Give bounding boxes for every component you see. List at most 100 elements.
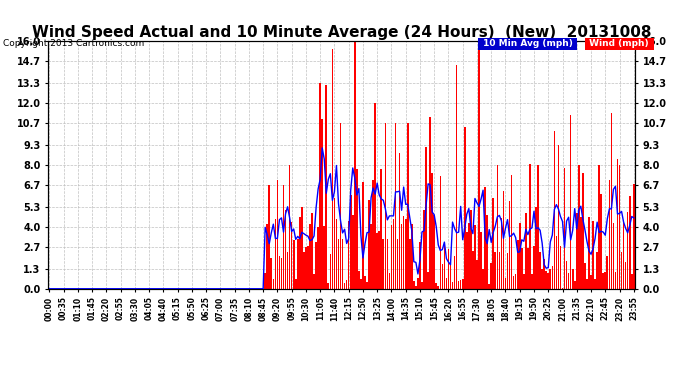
Bar <box>521 248 522 289</box>
Bar <box>586 279 588 289</box>
Bar <box>502 191 504 289</box>
Bar <box>509 201 511 289</box>
Bar <box>462 279 464 289</box>
Bar <box>588 217 590 289</box>
Bar <box>268 185 270 289</box>
Bar <box>297 239 299 289</box>
Bar <box>281 258 282 289</box>
Bar <box>570 115 571 289</box>
Bar <box>476 260 477 289</box>
Bar <box>423 210 425 289</box>
Bar <box>342 239 344 289</box>
Bar <box>311 213 313 289</box>
Bar <box>264 273 266 289</box>
Bar <box>470 210 472 289</box>
Bar <box>545 271 547 289</box>
Bar <box>415 286 417 289</box>
Bar <box>604 272 606 289</box>
Bar <box>337 239 339 289</box>
Bar <box>584 262 586 289</box>
Bar <box>613 223 614 289</box>
Bar <box>285 210 286 289</box>
Bar <box>283 185 284 289</box>
Bar <box>405 219 406 289</box>
Bar <box>454 256 455 289</box>
Bar <box>551 266 553 289</box>
Bar <box>273 279 274 289</box>
Bar <box>474 225 475 289</box>
Bar <box>270 258 272 289</box>
Bar <box>529 164 531 289</box>
Bar <box>493 198 494 289</box>
Bar <box>313 274 315 289</box>
Bar <box>307 246 308 289</box>
Bar <box>335 219 337 289</box>
Bar <box>491 263 492 289</box>
Bar <box>568 273 569 289</box>
Bar <box>440 176 441 289</box>
Bar <box>431 173 433 289</box>
Bar <box>299 217 301 289</box>
Bar <box>582 173 584 289</box>
Bar <box>511 175 513 289</box>
Bar <box>442 264 443 289</box>
Bar <box>407 123 408 289</box>
Bar <box>625 262 627 289</box>
Bar <box>572 268 573 289</box>
Bar <box>558 145 560 289</box>
Bar <box>489 284 490 289</box>
Bar <box>549 269 551 289</box>
Bar <box>380 169 382 289</box>
Bar <box>464 127 466 289</box>
Bar <box>277 180 278 289</box>
Bar <box>480 232 482 289</box>
Bar <box>540 252 541 289</box>
Bar <box>525 213 526 289</box>
Bar <box>279 256 280 289</box>
Bar <box>328 282 329 289</box>
Bar <box>309 224 310 289</box>
Bar <box>615 272 616 289</box>
Bar <box>324 226 325 289</box>
Bar <box>517 240 518 289</box>
Bar <box>523 274 524 289</box>
Bar <box>506 253 509 289</box>
Bar <box>293 240 295 289</box>
Bar <box>482 269 484 289</box>
Bar <box>607 256 608 289</box>
Bar <box>629 196 631 289</box>
Bar <box>619 165 620 289</box>
Bar <box>427 272 429 289</box>
Bar <box>533 246 535 289</box>
Bar <box>468 223 470 289</box>
Bar <box>484 188 486 289</box>
Bar <box>623 220 624 289</box>
Bar <box>621 252 622 289</box>
Bar <box>322 118 323 289</box>
Bar <box>486 215 488 289</box>
Bar <box>411 224 413 289</box>
Bar <box>617 159 618 289</box>
Bar <box>332 49 333 289</box>
Bar <box>287 252 288 289</box>
Bar <box>437 286 439 289</box>
Bar <box>580 217 582 289</box>
Title: Wind Speed Actual and 10 Minute Average (24 Hours)  (New)  20131008: Wind Speed Actual and 10 Minute Average … <box>32 25 651 40</box>
Text: Wind (mph): Wind (mph) <box>586 39 652 48</box>
Bar <box>433 214 435 289</box>
Bar <box>504 278 506 289</box>
Bar <box>348 221 350 289</box>
Bar <box>460 280 462 289</box>
Bar <box>452 282 453 289</box>
Bar <box>305 247 307 289</box>
Bar <box>519 224 520 289</box>
Bar <box>388 273 391 289</box>
Bar <box>538 165 539 289</box>
Bar <box>358 271 359 289</box>
Bar <box>362 183 364 289</box>
Bar <box>333 198 335 289</box>
Bar <box>301 207 303 289</box>
Bar <box>425 147 427 289</box>
Bar <box>448 249 449 289</box>
Bar <box>275 219 276 289</box>
